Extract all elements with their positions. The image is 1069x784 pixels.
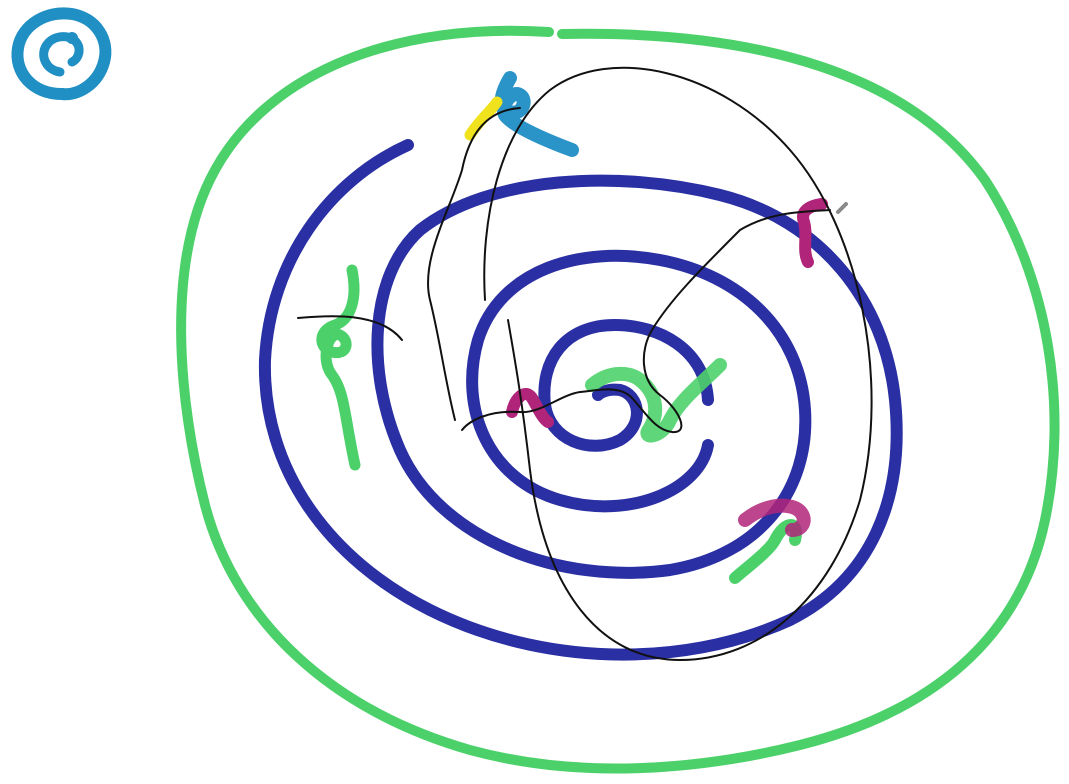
yellow-mark (464, 96, 503, 141)
app-icon-outer-stroke (11, 7, 112, 101)
green-scribble-left (316, 264, 361, 471)
pen-line-large-loop (483, 66, 873, 661)
pen-line-crossing (297, 315, 403, 341)
spiral-app-icon[interactable] (11, 7, 112, 101)
pen-line-left-loop (427, 107, 521, 421)
magenta-mark-center (506, 388, 554, 428)
green-scribble-center (585, 358, 727, 443)
app-icon-inner-stroke (39, 32, 84, 77)
magenta-mark-lower-right (738, 498, 811, 537)
gray-mark (836, 202, 848, 214)
outer-green-ring (176, 25, 1060, 774)
app-icon-center-dot (66, 32, 78, 44)
pen-line-center-wave (461, 209, 831, 434)
magenta-mark-top-right (797, 198, 828, 268)
